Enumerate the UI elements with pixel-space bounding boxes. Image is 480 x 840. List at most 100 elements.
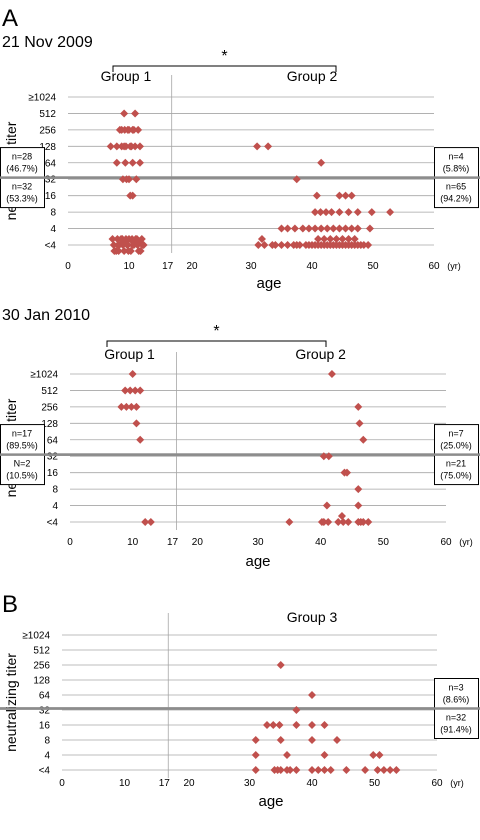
data-point [292,175,301,184]
data-point [127,402,136,411]
count-box-frame [0,147,45,179]
data-point [365,224,374,233]
group-label: Group 3 [287,609,338,625]
data-point [283,751,291,759]
y-tick-label: 64 [39,691,51,702]
y-tick-label: 128 [41,419,58,430]
count-box-n: n=17 [12,429,32,439]
count-box-upper-left: n=17 (89.5%) [0,424,45,456]
data-point [344,208,353,217]
x-tick-label: 10 [127,537,139,548]
data-point [386,766,395,774]
data-point [317,241,326,249]
data-point [276,661,285,669]
group-label: Group 1 [101,68,152,84]
y-tick-label: ≥1024 [30,370,58,381]
data-point [335,241,344,249]
x-tick-label: 60 [431,778,443,789]
data-point [311,208,320,217]
data-point [292,241,301,249]
y-tick-label: 256 [33,661,50,672]
data-point [335,208,344,217]
data-point [335,191,344,200]
x-tick-label: 10 [119,778,131,789]
count-box-percent: (53.3%) [6,194,38,204]
y-tick-label: 64 [45,158,57,169]
data-point [311,224,320,233]
data-point [285,518,294,526]
count-box-percent: (10.5%) [6,471,38,481]
x-tick-label: 30 [252,537,264,548]
data-point [341,191,350,200]
data-point [251,766,260,774]
x-tick-label: 0 [65,261,71,272]
data-point [350,235,359,243]
y-tick-label: <4 [47,518,59,529]
y-tick-label: <4 [39,766,51,777]
y-tick-label: 512 [39,109,56,120]
data-point [273,766,282,774]
data-point [298,224,307,233]
data-point [112,158,121,167]
data-point [128,158,137,167]
data-point [141,518,150,526]
data-point [367,208,376,217]
data-point [128,370,137,378]
data-point [316,208,325,217]
data-point [283,224,292,233]
data-point [373,766,382,774]
date-label: 30 Jan 2010 [2,307,90,324]
x-unit-label: (yr) [447,261,461,271]
data-point [333,736,341,744]
y-tick-label: 16 [47,468,59,479]
y-tick-label: 4 [52,501,58,512]
chart-panel-1: <4 4 8 16 32 64 128 256 512 ≥1024 0 10 17 20 30 40 50 60 (… [0,5,480,292]
data-point [364,241,373,249]
y-tick-label: 128 [33,676,50,687]
count-box-percent: (75.0%) [440,471,472,481]
panel-letter: A [2,5,18,32]
count-box-percent: (91.4%) [440,725,472,735]
data-point [146,518,155,526]
y-tick-label: ≥1024 [28,93,56,104]
data-point [109,241,118,249]
data-point [335,224,344,233]
data-point [117,125,126,134]
data-point [139,241,148,249]
significance-bracket [112,65,337,72]
y-tick-label: 8 [50,208,56,219]
count-box-upper-right: n=4 (5.8%) [434,147,479,179]
y-tick-label: 8 [52,485,58,496]
x-unit-label: (yr) [459,537,473,547]
data-point [342,766,351,774]
data-point [317,158,326,167]
data-point [134,125,143,134]
count-box-percent: (89.5%) [6,441,38,451]
count-box-frame [434,424,479,456]
data-point [353,224,362,233]
data-point [339,518,348,526]
y-tick-label: 8 [44,736,50,747]
data-point [319,518,328,526]
data-point [257,235,266,243]
y-tick-label: 4 [44,751,50,762]
count-box-n: n=3 [448,683,463,693]
y-tick-label: 512 [33,646,50,657]
data-point [308,736,316,744]
data-point [347,241,356,249]
data-point [327,370,336,378]
data-point [392,766,401,774]
data-point [135,158,144,167]
count-box-n: N=2 [14,459,31,469]
significance-star: * [221,48,227,65]
group-label: Group 1 [104,346,155,362]
data-point [379,766,388,774]
data-point [338,235,347,243]
data-point [264,142,273,151]
data-point [354,485,363,494]
data-point [122,402,131,411]
y-tick-label: 128 [39,142,56,153]
data-point [121,158,130,167]
x-tick-label: 10 [123,261,135,272]
data-point [132,402,141,411]
